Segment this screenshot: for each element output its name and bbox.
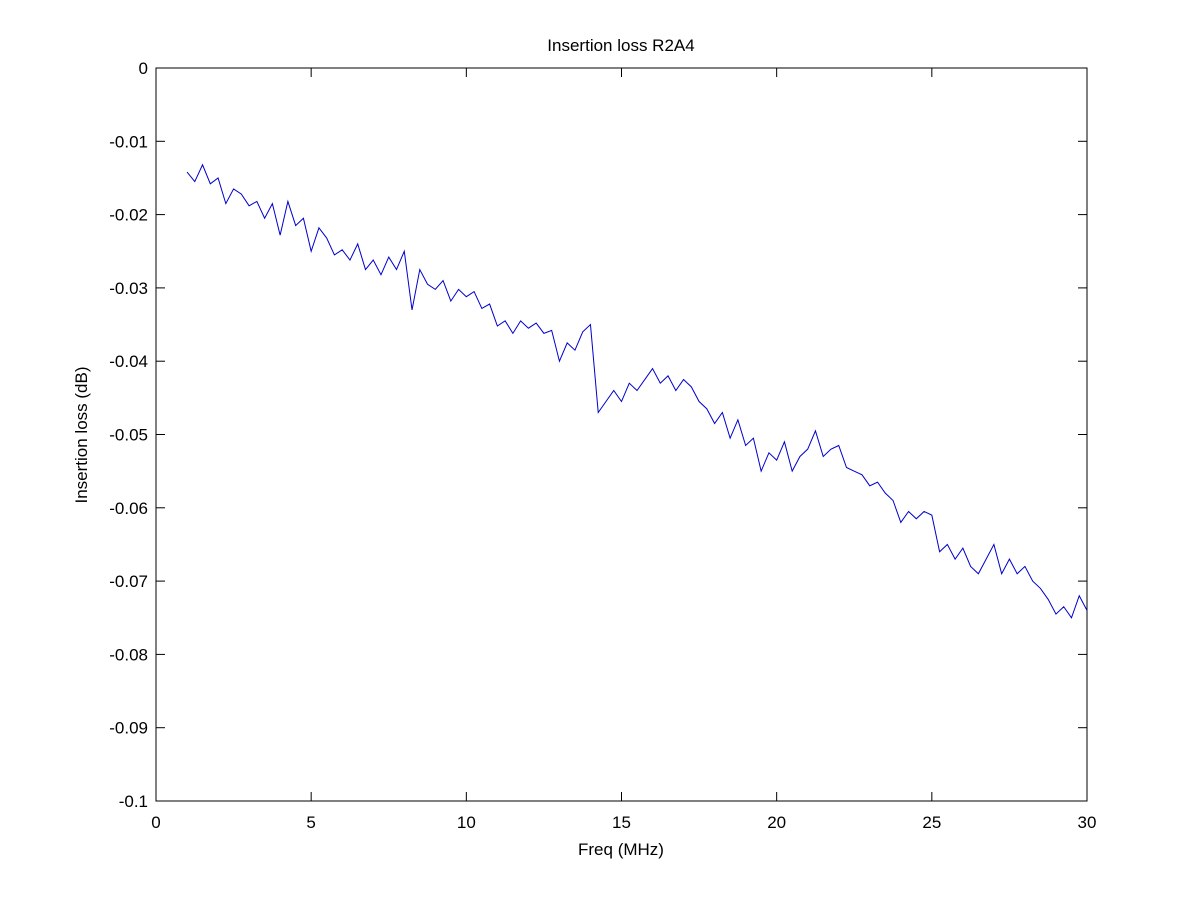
y-axis-label: Insertion loss (dB) [72,367,91,504]
chart-title: Insertion loss R2A4 [547,36,694,55]
y-tick-label: -0.1 [119,792,148,811]
data-line [186,163,1088,619]
y-tick-label: -0.01 [109,132,148,151]
y-tick-label: -0.08 [109,645,148,664]
y-tick-label: -0.09 [109,719,148,738]
y-tick-label: -0.04 [109,352,148,371]
y-tick-label: -0.06 [109,499,148,518]
x-tick-label: 20 [767,813,786,832]
x-tick-label: 30 [1078,813,1097,832]
x-axis-label: Freq (MHz) [578,840,664,859]
x-tick-label: 0 [151,813,160,832]
x-tick-label: 25 [922,813,941,832]
y-tick-label: -0.07 [109,572,148,591]
x-tick-label: 15 [612,813,631,832]
y-tick-label: -0.02 [109,206,148,225]
y-tick-label: 0 [139,59,148,78]
x-tick-label: 5 [306,813,315,832]
x-tick-label: 10 [457,813,476,832]
y-tick-label: -0.03 [109,279,148,298]
y-tick-label: -0.05 [109,426,148,445]
